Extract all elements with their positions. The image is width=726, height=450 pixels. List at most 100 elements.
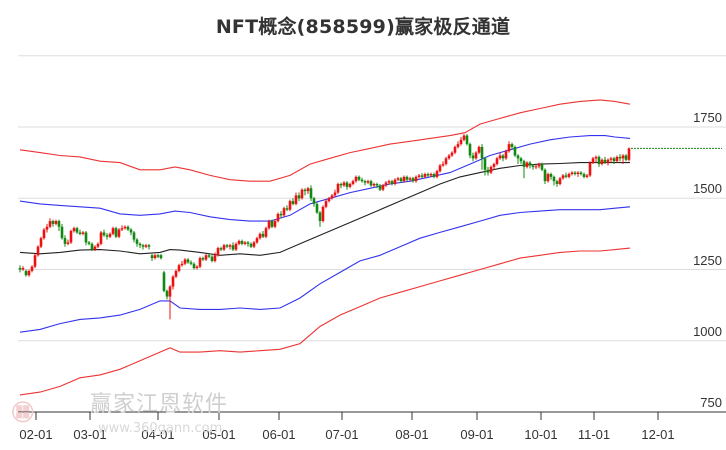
- x-tick-label: 10-01: [524, 427, 558, 442]
- candle: [510, 144, 514, 147]
- candle: [192, 263, 196, 269]
- candle: [471, 155, 475, 159]
- x-tick-label: 02-01: [19, 427, 53, 442]
- candle: [240, 241, 244, 244]
- candle: [477, 146, 481, 153]
- outer-lower-line: [19, 247, 631, 396]
- candle: [522, 161, 526, 167]
- candle: [117, 229, 121, 237]
- candle: [252, 242, 256, 247]
- candle: [402, 176, 406, 182]
- candle: [306, 188, 310, 192]
- candle: [408, 178, 412, 180]
- candles: [18, 134, 631, 320]
- candle: [210, 256, 214, 261]
- candle: [255, 238, 259, 243]
- candle: [279, 213, 283, 216]
- candle: [318, 212, 322, 222]
- candle: [357, 176, 361, 180]
- candle: [627, 148, 631, 160]
- candle: [327, 198, 331, 202]
- x-tick-label: 12-01: [641, 427, 675, 442]
- candle: [582, 174, 586, 177]
- candle: [111, 228, 115, 234]
- candle: [498, 155, 502, 159]
- candle: [147, 245, 151, 247]
- candle: [501, 155, 505, 159]
- candle: [153, 255, 157, 259]
- candle: [189, 262, 193, 264]
- candle: [129, 229, 133, 233]
- chart-title: NFT概念(858599)赢家极反通道: [215, 16, 511, 38]
- candle: [429, 174, 433, 176]
- candle: [492, 164, 496, 167]
- x-tick-label: 08-01: [395, 427, 429, 442]
- candle: [108, 233, 112, 237]
- candle: [150, 255, 154, 259]
- candle: [393, 179, 397, 184]
- candle: [69, 231, 73, 243]
- candle: [57, 221, 61, 227]
- candle: [594, 156, 598, 159]
- candle: [288, 201, 292, 210]
- candle: [399, 178, 403, 182]
- candle: [474, 152, 478, 159]
- candle: [420, 175, 424, 177]
- candle: [411, 178, 415, 182]
- candle: [504, 151, 508, 159]
- candle: [321, 206, 325, 222]
- candle: [531, 165, 535, 167]
- candle: [159, 255, 163, 259]
- candle: [513, 146, 517, 156]
- y-tick-label: 1750: [693, 110, 722, 125]
- candle: [171, 276, 175, 287]
- candle: [183, 259, 187, 264]
- candle: [381, 185, 385, 190]
- candle: [24, 270, 28, 276]
- candle: [225, 245, 229, 247]
- candle: [126, 226, 130, 230]
- candle: [75, 228, 79, 233]
- candle: [525, 162, 529, 167]
- candle: [534, 166, 538, 168]
- candle: [495, 158, 499, 165]
- candle: [339, 184, 343, 186]
- candle: [603, 159, 607, 163]
- candle: [423, 174, 427, 177]
- candle: [273, 221, 277, 227]
- candle: [282, 208, 286, 216]
- candle: [567, 174, 571, 177]
- candle: [120, 228, 124, 230]
- candle: [51, 221, 55, 224]
- candle: [540, 164, 544, 170]
- candle: [168, 286, 172, 297]
- candle: [156, 255, 160, 257]
- y-tick-label: 1000: [693, 323, 722, 339]
- channel-bands: [19, 99, 631, 396]
- candle: [453, 146, 457, 153]
- x-axis: [18, 411, 726, 420]
- candle: [450, 152, 454, 156]
- candle: [342, 182, 346, 186]
- candle: [291, 201, 295, 204]
- candle: [276, 213, 280, 222]
- candle: [432, 174, 436, 177]
- inner-upper-line: [19, 135, 631, 222]
- candle: [546, 174, 550, 182]
- candle: [258, 233, 262, 239]
- candle: [90, 243, 94, 250]
- candle: [528, 162, 532, 166]
- candle: [330, 195, 334, 199]
- candle: [87, 242, 91, 244]
- candle: [372, 184, 376, 186]
- candle: [444, 158, 448, 165]
- candle: [564, 175, 568, 177]
- candle: [384, 182, 388, 186]
- candle: [141, 245, 145, 247]
- candle: [231, 245, 235, 250]
- candle: [96, 243, 100, 247]
- candle: [516, 155, 520, 159]
- candle: [618, 156, 622, 159]
- outer-upper-line: [19, 99, 631, 182]
